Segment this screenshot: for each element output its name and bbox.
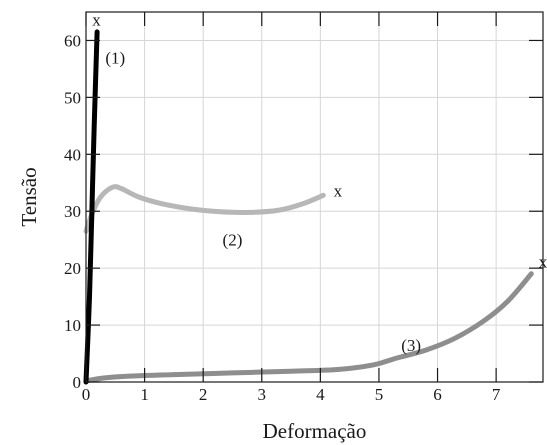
x-axis-title: Deformação — [263, 419, 367, 443]
x-tick-label-3: 3 — [258, 385, 267, 404]
x-tick-label-2: 2 — [199, 385, 208, 404]
series-1-label: (1) — [105, 49, 125, 68]
grid — [86, 12, 543, 382]
series-2-curve — [83, 184, 326, 234]
series-3-label: (3) — [401, 336, 421, 355]
plot-area-frame — [85, 11, 544, 383]
y-tick-label-2: 20 — [64, 259, 81, 278]
axis-ticks: 0 1 2 3 4 5 6 7 0 10 20 30 40 50 60 — [64, 12, 543, 404]
x-tick-label-6: 6 — [433, 385, 442, 404]
x-tick-label-5: 5 — [375, 385, 384, 404]
y-tick-label-0: 0 — [73, 373, 82, 392]
y-tick-label-3: 30 — [64, 202, 81, 221]
x-tick-label-1: 1 — [140, 385, 149, 404]
y-tick-label-4: 40 — [64, 145, 81, 164]
x-tick-label-0: 0 — [82, 385, 91, 404]
x-tick-label-4: 4 — [316, 385, 325, 404]
y-tick-label-5: 50 — [64, 88, 81, 107]
y-axis-title: Tensão — [17, 167, 41, 226]
x-tick-label-7: 7 — [492, 385, 501, 404]
y-tick-label-1: 10 — [64, 316, 81, 335]
series-2-break-marker: x — [334, 181, 343, 200]
y-tick-label-6: 60 — [64, 31, 81, 50]
series-2-label: (2) — [223, 231, 243, 250]
series-3-curve — [83, 271, 534, 384]
series-1-break-marker: x — [92, 11, 101, 30]
series-layer: (2)x(3)x(1)x — [83, 11, 547, 385]
